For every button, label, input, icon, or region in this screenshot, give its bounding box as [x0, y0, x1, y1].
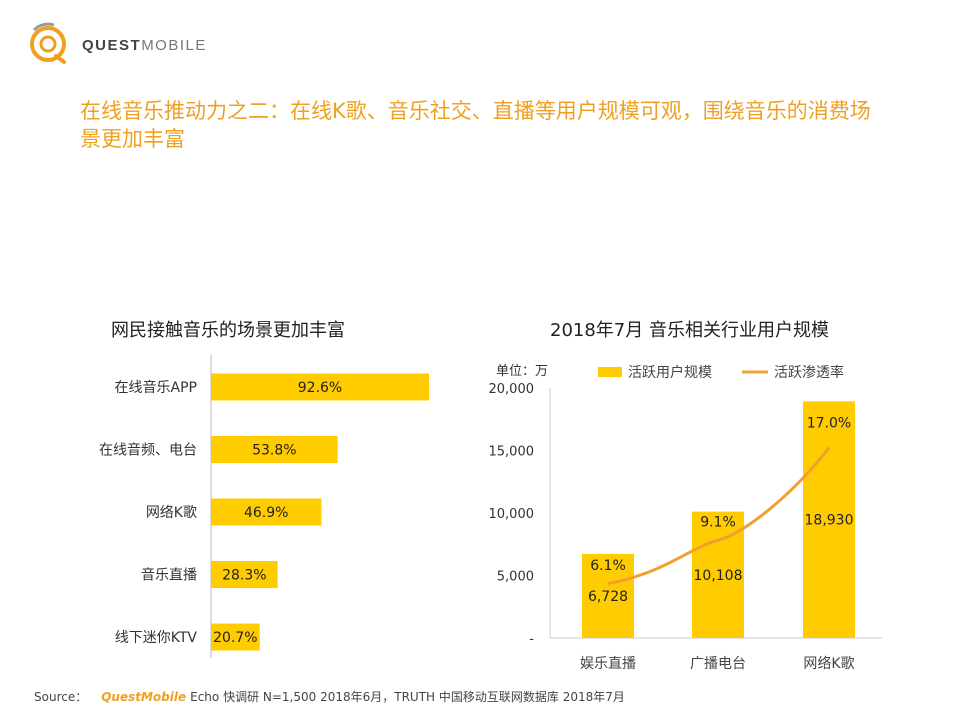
source-prefix: Source：	[34, 690, 88, 704]
left-bar-value-label: 46.9%	[244, 505, 288, 521]
right-y-tick-label: -	[529, 632, 534, 647]
left-chart-title: 网民接触音乐的场景更加丰富	[111, 320, 345, 341]
questmobile-logo: QUESTMOBILE	[24, 20, 224, 70]
right-bar	[803, 401, 855, 638]
legend-bar-label: 活跃用户规模	[628, 364, 712, 381]
left-bar	[211, 498, 322, 526]
right-bar-value-label: 10,108	[694, 568, 743, 584]
right-y-tick-label: 20,000	[489, 382, 535, 397]
left-category-label: 在线音频、电台	[99, 442, 197, 459]
left-bar	[211, 623, 260, 651]
logo-icon	[30, 22, 66, 64]
source-text: Echo 快调研 N=1,500 2018年6月，TRUTH 中国移动互联网数据…	[190, 690, 625, 704]
unit-label: 单位：万	[496, 364, 549, 379]
logo-text-light: MOBILE	[141, 37, 207, 54]
right-bar-value-label: 18,930	[805, 513, 854, 529]
left-bar	[211, 561, 278, 588]
right-category-label: 娱乐直播	[580, 655, 636, 672]
right-category-label: 网络K歌	[803, 656, 854, 672]
source-note: Source： QuestMobile Echo 快调研 N=1,500 2018年…	[34, 688, 625, 705]
right-category-label: 广播电台	[690, 656, 746, 672]
right-y-tick-label: 15,000	[489, 445, 535, 460]
right-chart-title: 2018年7月 音乐相关行业用户规模	[550, 320, 829, 341]
right-line-value-label: 17.0%	[807, 416, 851, 432]
legend-bar-swatch	[598, 367, 622, 377]
left-category-label: 网络K歌	[146, 505, 197, 521]
left-bar-value-label: 92.6%	[298, 380, 342, 396]
horizontal-bar-chart: 在线音乐APP 92.6% 在线音频、电台 53.8% 网络K歌 46.9% 音乐直播 28.…	[99, 355, 429, 658]
right-y-tick-label: 5,000	[497, 570, 534, 585]
right-line-value-label: 9.1%	[700, 514, 736, 530]
logo-text-bold: QUEST	[82, 37, 142, 54]
left-bar-value-label: 28.3%	[222, 568, 266, 584]
right-line-series	[607, 446, 831, 586]
slide-title: 在线音乐推动力之二：在线K歌、音乐社交、直播等用户规模可观，围绕音乐的消费场景更…	[80, 99, 871, 151]
left-category-label: 在线音乐APP	[115, 379, 197, 396]
right-y-tick-label: 10,000	[489, 507, 535, 522]
legend-line-label: 活跃渗透率	[774, 364, 844, 381]
right-bar-value-label: 6,728	[588, 589, 628, 605]
left-bar-value-label: 53.8%	[252, 443, 296, 459]
left-bar	[211, 373, 429, 401]
logo-text: QUESTMOBILE	[82, 37, 207, 54]
left-bar-value-label: 20.7%	[213, 630, 257, 646]
source-brand: QuestMobile	[101, 690, 187, 704]
left-bar	[211, 436, 338, 463]
left-category-label: 音乐直播	[141, 567, 197, 584]
left-category-label: 线下迷你KTV	[115, 630, 198, 646]
right-bar	[582, 553, 634, 638]
right-line-value-label: 6.1%	[590, 558, 626, 574]
combo-bar-line-chart: - 5,000 10,000 15,000 20,000 6,728 娱乐直播 10,108 广…	[489, 364, 882, 672]
